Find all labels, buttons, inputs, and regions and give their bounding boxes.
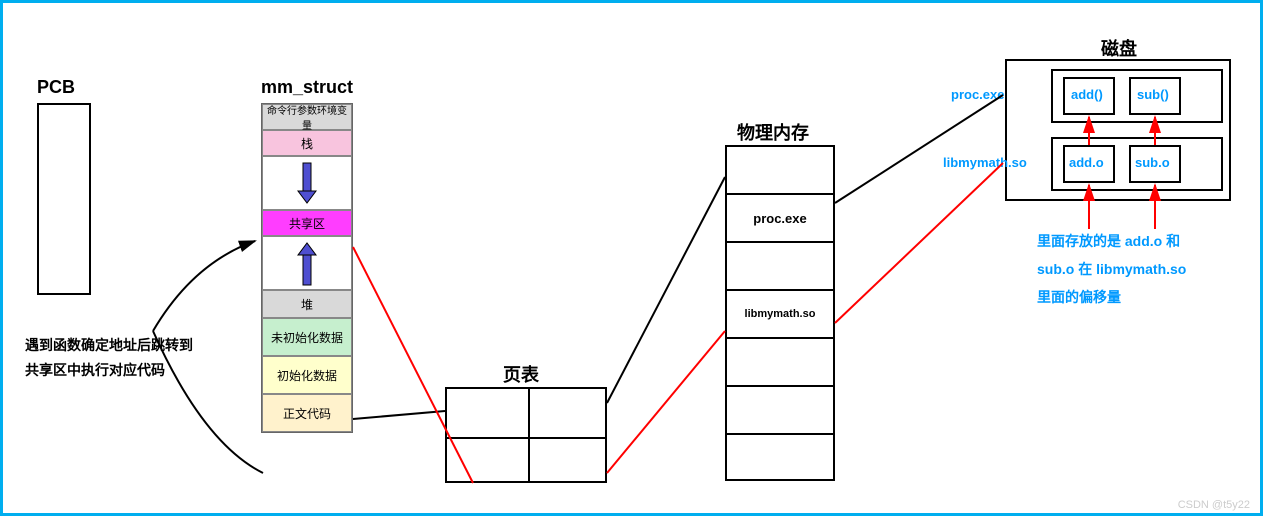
phys-cell-6 (727, 435, 833, 483)
phys-cell-5 (727, 387, 833, 435)
sub-o-label: sub.o (1135, 155, 1170, 170)
blue-note: 里面存放的是 add.o 和 sub.o 在 libmymath.so 里面的偏… (1037, 227, 1186, 311)
page-table-label: 页表 (503, 361, 539, 387)
arrow-down-icon (292, 159, 322, 207)
mm-cell-0: 命令行参数环境变量 (262, 104, 352, 130)
mm-cell-8: 正文代码 (262, 394, 352, 432)
blue-note-line1: 里面存放的是 add.o 和 (1037, 227, 1186, 255)
pcb-box (37, 103, 91, 295)
mm-cell-1: 栈 (262, 130, 352, 156)
disk-label: 磁盘 (1101, 35, 1137, 61)
sub-fn-label: sub() (1137, 87, 1169, 102)
mm-cell-3: 共享区 (262, 210, 352, 236)
add-fn-label: add() (1071, 87, 1103, 102)
mm-cell-6: 未初始化数据 (262, 318, 352, 356)
libmymath-label: libmymath.so (943, 155, 1027, 170)
blue-note-line2: sub.o 在 libmymath.so (1037, 255, 1186, 283)
mm-cell-2 (262, 156, 352, 210)
mm-cell-7: 初始化数据 (262, 356, 352, 394)
proc-exe-label: proc.exe (951, 87, 1004, 102)
mm-cell-5: 堆 (262, 290, 352, 318)
black-note-line2: 共享区中执行对应代码 (25, 358, 193, 383)
diagram-canvas: PCB mm_struct 命令行参数环境变量栈共享区堆未初始化数据初始化数据正… (0, 0, 1263, 516)
mm-cell-4 (262, 236, 352, 290)
mm-struct-box: 命令行参数环境变量栈共享区堆未初始化数据初始化数据正文代码 (261, 103, 353, 433)
phys-mem-label: 物理内存 (737, 119, 809, 145)
pcb-label: PCB (37, 77, 75, 98)
black-note: 遇到函数确定地址后跳转到 共享区中执行对应代码 (25, 333, 193, 383)
phys-cell-1: proc.exe (727, 195, 833, 243)
phys-mem-box: proc.exe libmymath.so (725, 145, 835, 481)
watermark: CSDN @t5y22 (1178, 499, 1250, 511)
black-note-line1: 遇到函数确定地址后跳转到 (25, 333, 193, 358)
page-table-box (445, 387, 607, 483)
phys-cell-3: libmymath.so (727, 291, 833, 339)
arrow-up-icon (292, 239, 322, 287)
blue-note-line3: 里面的偏移量 (1037, 283, 1186, 311)
mm-struct-label: mm_struct (261, 77, 353, 98)
phys-cell-4 (727, 339, 833, 387)
phys-cell-2 (727, 243, 833, 291)
add-o-label: add.o (1069, 155, 1104, 170)
phys-cell-0 (727, 147, 833, 195)
